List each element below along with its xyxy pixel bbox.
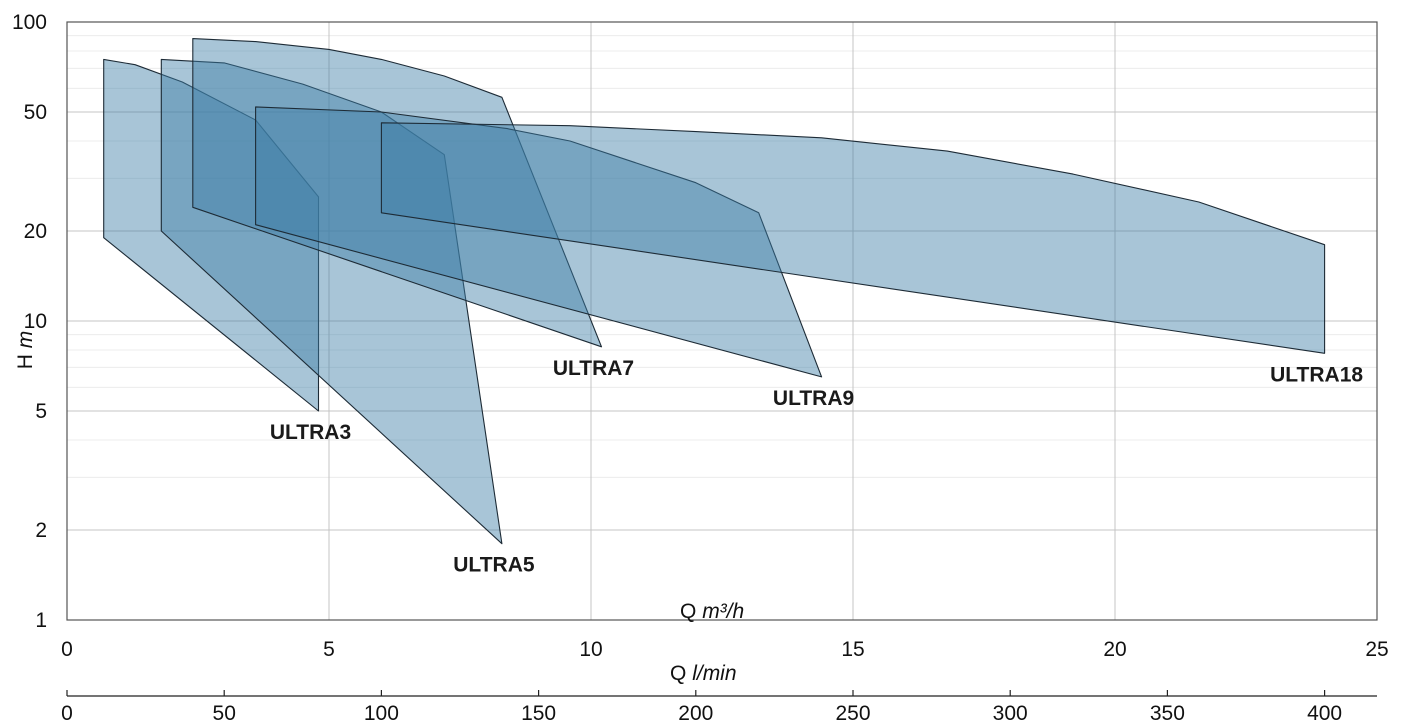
series-label-ultra9: ULTRA9 [773,387,854,410]
x-tick-label-m3h: 15 [841,638,864,661]
series-label-ultra18: ULTRA18 [1270,363,1363,386]
x-tick-label-lmin: 50 [213,702,236,723]
x-axis-title-lmin: Q l/min [670,662,737,685]
y-tick-label: 20 [24,220,47,243]
x-tick-label-m3h: 25 [1365,638,1388,661]
x-tick-label-m3h: 20 [1103,638,1126,661]
x-tick-label-m3h: 0 [61,638,73,661]
y-tick-label: 10 [24,310,47,333]
x-tick-label-lmin: 250 [835,702,870,723]
area-ultra5 [160,58,503,545]
y-axis-title: H m [14,331,37,370]
y-tick-label: 2 [35,519,47,542]
x-tick-label-lmin: 300 [993,702,1028,723]
x-tick-label-lmin: 150 [521,702,556,723]
plot-border [66,21,1378,621]
x-tick-label-m3h: 5 [323,638,335,661]
y-tick-label: 1 [35,609,47,632]
y-tick-label: 5 [35,400,47,423]
series-labels: ULTRA3 ULTRA5 ULTRA7 ULTRA9 ULTRA18 [270,357,1364,577]
x-tick-label-lmin: 200 [678,702,713,723]
area-ultra7 [192,38,603,348]
plot-frame [66,21,1378,621]
series-label-ultra7: ULTRA7 [553,357,634,380]
x-tick-label-lmin: 400 [1307,702,1342,723]
x-tick-label-lmin: 350 [1150,702,1185,723]
series-label-ultra5: ULTRA5 [453,554,535,577]
x-tick-label-m3h: 10 [579,638,602,661]
x-tick-label-lmin: 0 [61,702,73,723]
series-label-ultra3: ULTRA3 [270,421,351,444]
area-ultra3 [103,58,320,412]
performance-areas [103,38,1326,545]
x-tick-label-lmin: 100 [364,702,399,723]
x-axis-title-m3h: Q m³/h [680,600,744,623]
area-ultra9 [255,106,823,378]
grid [67,22,1377,620]
y-tick-label: 100 [12,11,47,34]
area-ultra18 [380,122,1326,354]
y-tick-label: 50 [24,101,47,124]
